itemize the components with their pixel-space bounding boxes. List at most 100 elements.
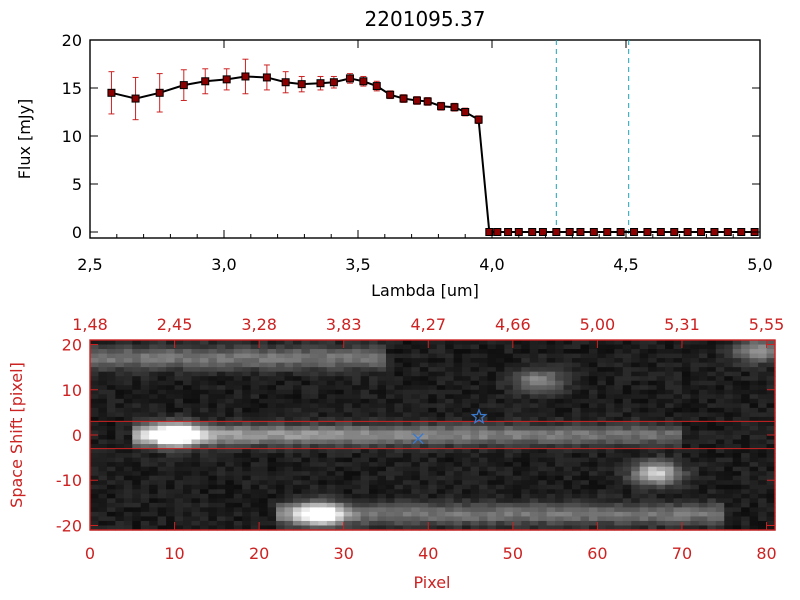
heatmap-cell (614, 525, 624, 531)
heatmap-top-tick-label-5: 4,66 (495, 315, 531, 334)
heatmap-cell (267, 394, 277, 400)
heatmap-cell (250, 525, 260, 531)
heatmap-cell (199, 394, 209, 400)
heatmap-cell (369, 475, 379, 481)
heatmap-cell (656, 358, 666, 364)
heatmap-cell (656, 421, 666, 427)
heatmap-cell (309, 371, 319, 377)
heatmap-cell (352, 403, 362, 409)
heatmap-cell (622, 385, 632, 391)
heatmap-cell (453, 498, 463, 504)
heatmap-cell (208, 511, 218, 518)
heatmap-cell (149, 394, 159, 400)
heatmap-cell (487, 344, 497, 350)
heatmap-cell (343, 403, 353, 409)
heatmap-cell (259, 453, 269, 459)
heatmap-cell (681, 520, 692, 527)
heatmap-cell (183, 403, 193, 409)
heatmap-cell (732, 403, 742, 409)
heatmap-cell (90, 344, 100, 350)
heatmap-cell (284, 353, 294, 359)
heatmap-cell (326, 371, 336, 377)
heatmap-cell (749, 448, 759, 454)
heatmap-cell (741, 340, 751, 346)
heatmap-cell (259, 448, 269, 454)
heatmap-cell (335, 421, 345, 427)
heatmap-cell (487, 416, 497, 423)
heatmap-cell (352, 349, 362, 355)
heatmap-cell (267, 430, 277, 436)
heatmap-cell (411, 421, 421, 427)
heatmap-cell (284, 435, 294, 441)
heatmap-cell (301, 498, 311, 504)
heatmap-cell (495, 380, 505, 386)
heatmap-cell (90, 398, 100, 404)
heatmap-cell (479, 362, 489, 368)
heatmap-cell (724, 407, 734, 413)
heatmap-cell (394, 435, 404, 441)
heatmap-cell (149, 398, 159, 404)
heatmap-cell (402, 367, 412, 373)
data-point-19 (437, 102, 446, 111)
heatmap-cell (470, 475, 480, 481)
heatmap-cell (199, 466, 209, 472)
heatmap-cell (242, 471, 252, 477)
heatmap-cell (140, 453, 150, 459)
heatmap-cell (343, 489, 353, 495)
heatmap-cell (276, 394, 286, 400)
heatmap-cell (360, 362, 370, 368)
heatmap-cell (301, 453, 311, 459)
heatmap-cell (284, 340, 294, 346)
heatmap-cell (766, 516, 776, 522)
data-point-35 (630, 228, 639, 236)
heatmap-cell (394, 430, 404, 436)
heatmap-cell (538, 502, 548, 508)
heatmap-cell (639, 489, 649, 495)
heatmap-cell (588, 525, 599, 531)
heatmap-cell (267, 421, 277, 427)
heatmap-cell (174, 398, 184, 404)
heatmap-cell (208, 507, 218, 513)
heatmap-cell (98, 421, 108, 427)
heatmap-cell (521, 435, 531, 441)
heatmap-cell (242, 489, 252, 495)
heatmap-cell (681, 489, 692, 495)
heatmap-cell (259, 389, 269, 395)
heatmap-cell (605, 340, 615, 346)
heatmap-cell (174, 421, 184, 427)
heatmap-cell (724, 466, 734, 472)
heatmap-cell (470, 444, 480, 450)
heatmap-cell (597, 511, 607, 518)
heatmap-cell (445, 453, 455, 459)
heatmap-cell (343, 349, 353, 355)
heatmap-cell (622, 403, 632, 409)
heatmap-cell (191, 502, 201, 508)
heatmap-cell (411, 502, 421, 508)
heatmap-cell (766, 430, 776, 436)
heatmap-cell (698, 525, 708, 531)
heatmap-cell (495, 435, 505, 441)
heatmap-cell (580, 516, 590, 522)
heatmap-cell (115, 380, 125, 386)
heatmap-cell (309, 367, 319, 373)
heatmap-cell (749, 520, 759, 527)
heatmap-cell (250, 516, 260, 522)
data-point-25 (504, 228, 513, 236)
heatmap-cell (343, 520, 353, 527)
heatmap-cell (352, 367, 362, 373)
heatmap-cell (487, 407, 497, 413)
heatmap-cell (335, 475, 345, 481)
heatmap-cell (394, 407, 404, 413)
data-point-32 (589, 228, 598, 236)
heatmap-cell (758, 489, 768, 495)
heatmap-cell (385, 453, 396, 459)
heatmap-cell (385, 466, 396, 472)
heatmap-cell (335, 416, 345, 423)
heatmap-cell (402, 439, 412, 445)
heatmap-cell (538, 435, 548, 441)
heatmap-cell (90, 376, 100, 382)
heatmap-cell (106, 403, 116, 409)
heatmap-cell (98, 435, 108, 441)
heatmap-cell (698, 362, 708, 368)
heatmap-cell (369, 430, 379, 436)
